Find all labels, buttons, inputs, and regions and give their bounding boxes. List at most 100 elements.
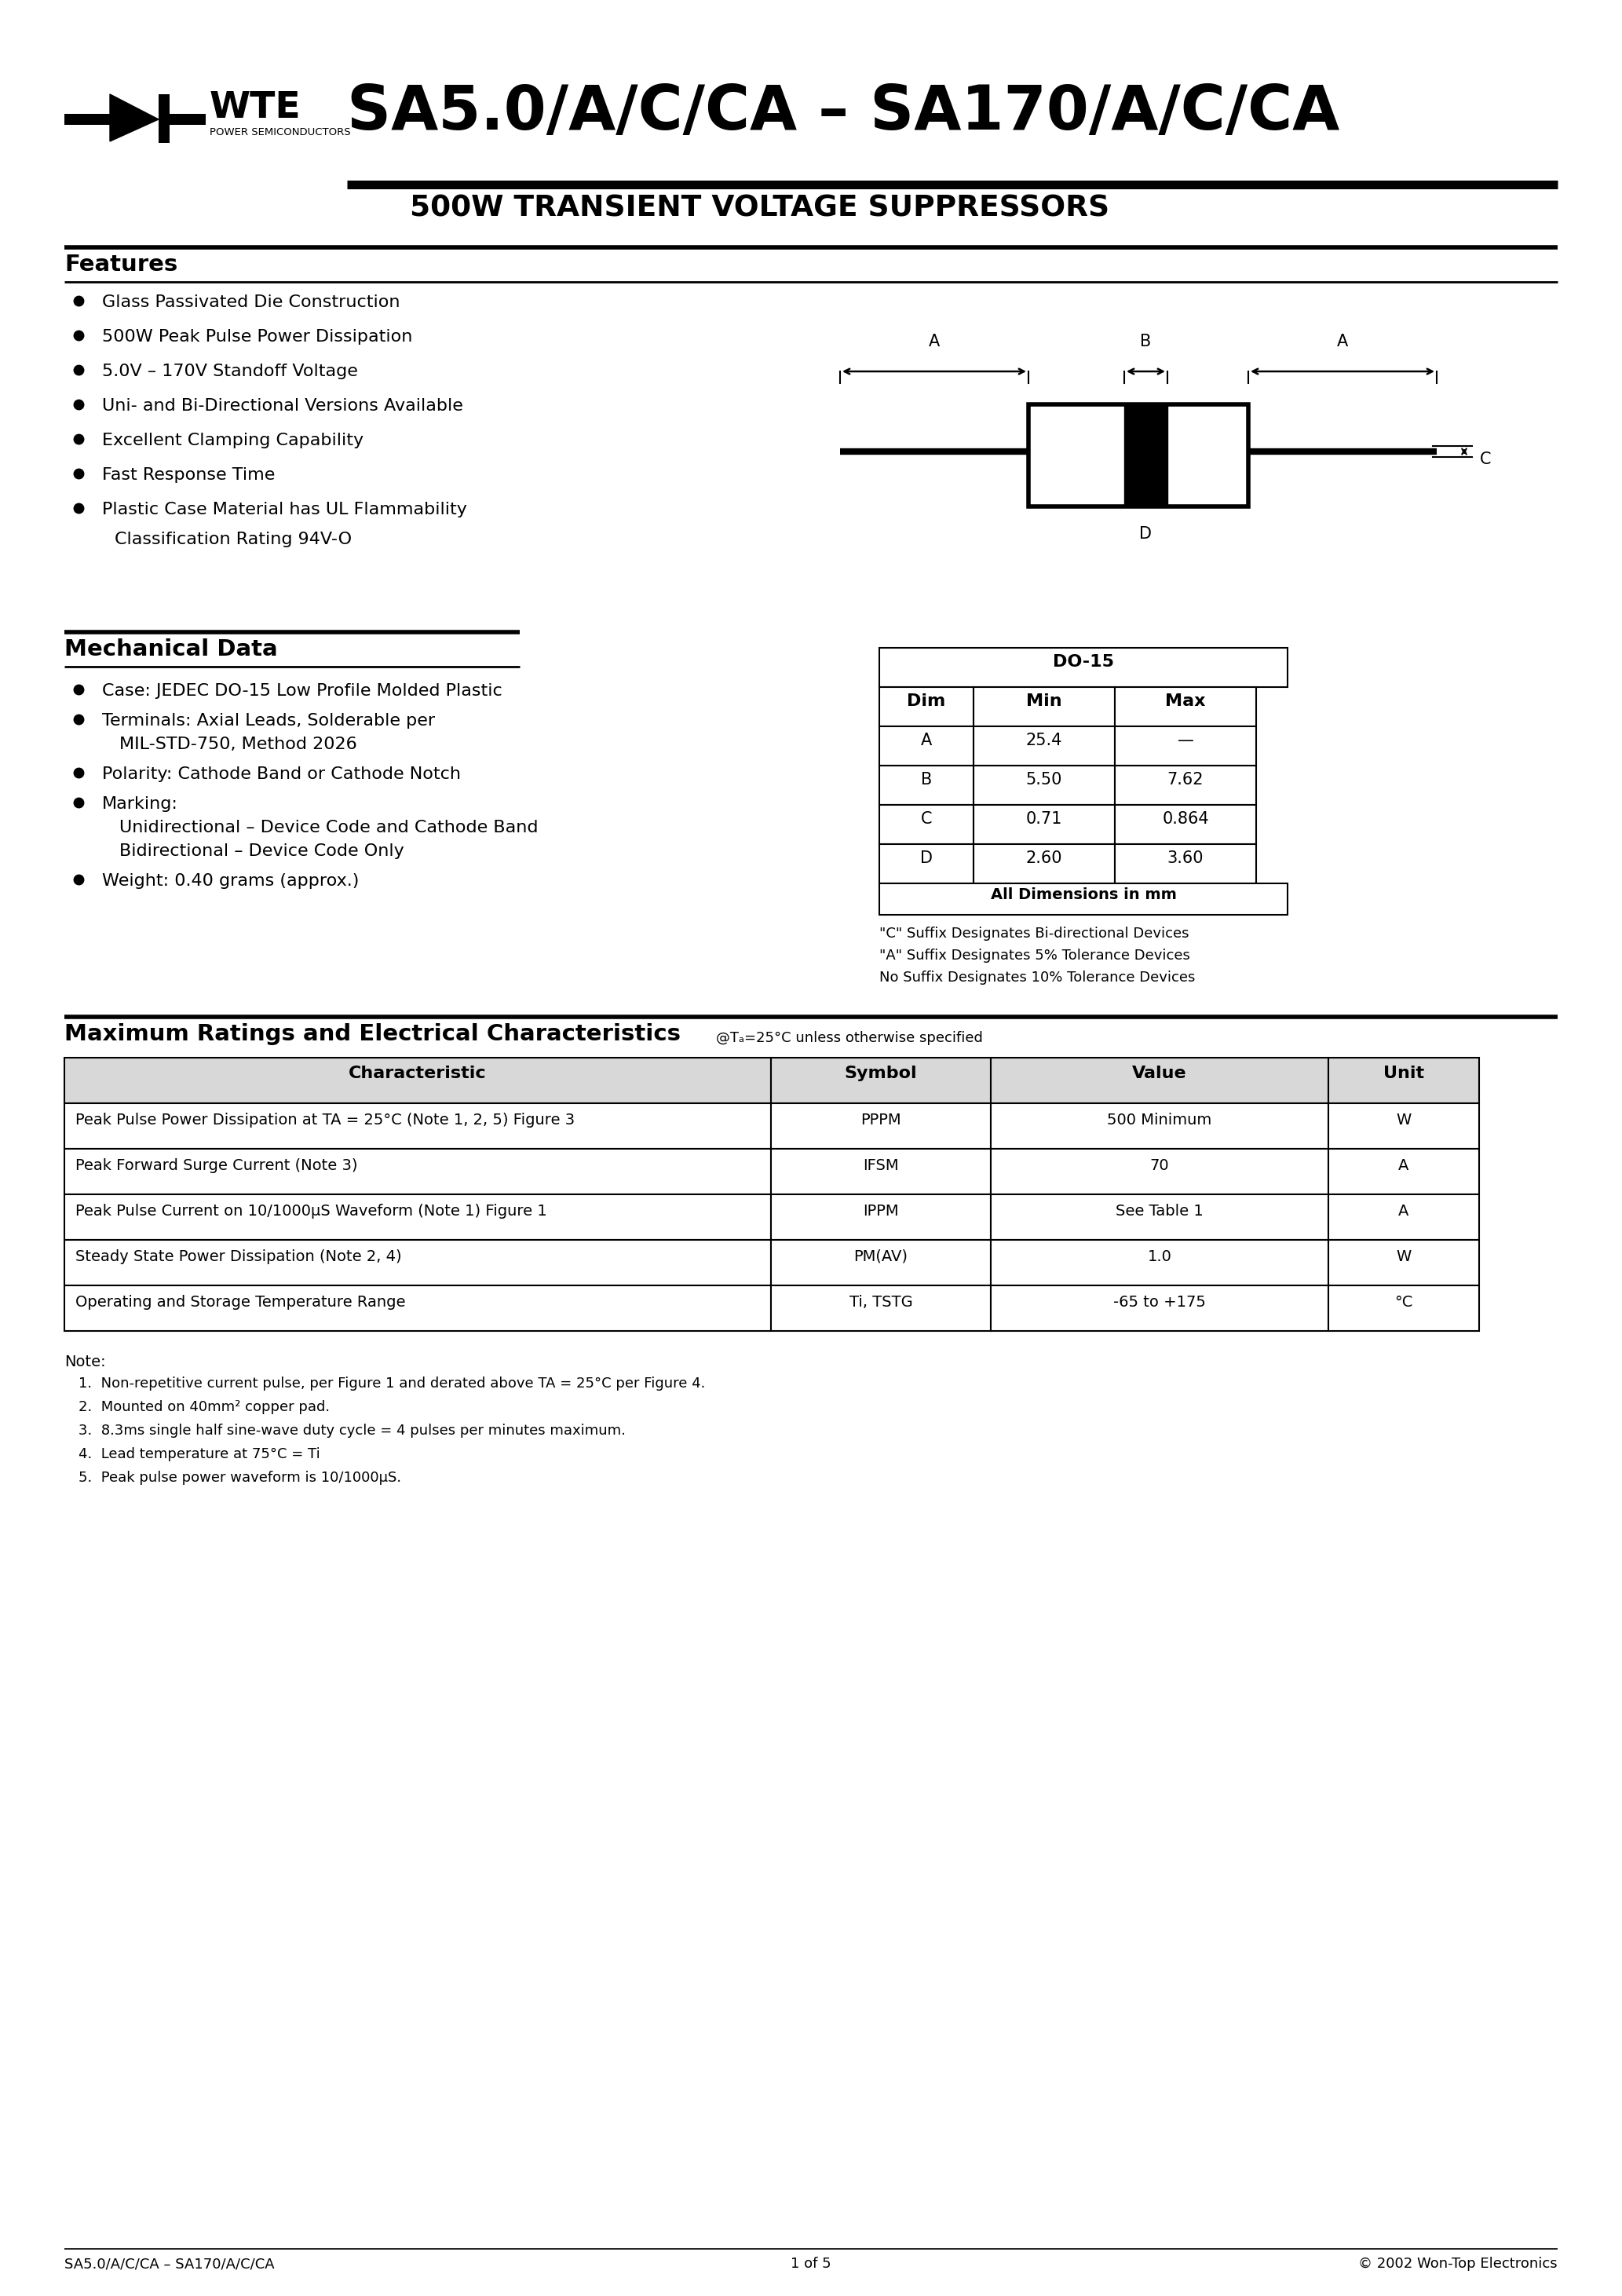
Bar [65,1104,770,1148]
Bar [1114,845,1255,884]
Polygon shape [110,94,159,142]
Text: 500 Minimum: 500 Minimum [1108,1114,1212,1127]
Text: Marking:: Marking: [102,797,178,813]
Bar [770,1194,991,1240]
Bar [65,1286,770,1332]
Text: Features: Features [65,253,178,276]
Text: 7.62: 7.62 [1168,771,1204,788]
Text: 500W TRANSIENT VOLTAGE SUPPRESSORS: 500W TRANSIENT VOLTAGE SUPPRESSORS [410,193,1109,223]
Bar [65,115,110,124]
Text: 3.  8.3ms single half sine-wave duty cycle = 4 pulses per minutes maximum.: 3. 8.3ms single half sine-wave duty cycl… [78,1424,626,1437]
Text: Uni- and Bi-Directional Versions Available: Uni- and Bi-Directional Versions Availab… [102,397,464,413]
Text: Peak Pulse Current on 10/1000μS Waveform (Note 1) Figure 1: Peak Pulse Current on 10/1000μS Waveform… [75,1203,547,1219]
Bar [991,1148,1328,1194]
Text: Note:: Note: [65,1355,105,1368]
Text: —: — [1178,732,1194,748]
Text: Terminals: Axial Leads, Solderable per: Terminals: Axial Leads, Solderable per [102,714,435,728]
Text: W: W [1397,1114,1411,1127]
Text: See Table 1: See Table 1 [1116,1203,1204,1219]
Bar [879,845,973,884]
Bar [1328,1240,1479,1286]
Text: B: B [921,771,933,788]
Text: 500W Peak Pulse Power Dissipation: 500W Peak Pulse Power Dissipation [102,328,412,344]
Bar [879,726,973,765]
Text: Excellent Clamping Capability: Excellent Clamping Capability [102,432,363,448]
Text: Operating and Storage Temperature Range: Operating and Storage Temperature Range [75,1295,406,1309]
Bar [879,687,973,726]
Text: C: C [921,810,933,827]
Bar [973,726,1114,765]
Text: 5.0V – 170V Standoff Voltage: 5.0V – 170V Standoff Voltage [102,363,358,379]
Text: A: A [921,732,933,748]
Bar [1328,1058,1479,1104]
Text: Plastic Case Material has UL Flammability: Plastic Case Material has UL Flammabilit… [102,503,467,517]
Bar [65,1240,770,1286]
Text: Bidirectional – Device Code Only: Bidirectional – Device Code Only [120,843,404,859]
Bar [973,806,1114,845]
Text: A: A [1398,1203,1410,1219]
Text: Weight: 0.40 grams (approx.): Weight: 0.40 grams (approx.) [102,872,358,889]
Text: "C" Suffix Designates Bi-directional Devices: "C" Suffix Designates Bi-directional Dev… [879,928,1189,941]
Bar [65,1058,770,1104]
Text: All Dimensions in mm: All Dimensions in mm [991,886,1176,902]
Text: IPPM: IPPM [863,1203,899,1219]
Bar [1328,1104,1479,1148]
Text: SA5.0/A/C/CA – SA170/A/C/CA: SA5.0/A/C/CA – SA170/A/C/CA [65,2257,274,2271]
Text: Peak Pulse Power Dissipation at TA = 25°C (Note 1, 2, 5) Figure 3: Peak Pulse Power Dissipation at TA = 25°… [75,1114,574,1127]
Bar [973,845,1114,884]
Bar [770,1240,991,1286]
Bar [1328,1148,1479,1194]
Text: A: A [929,333,939,349]
Bar [1114,765,1255,806]
Text: 5.50: 5.50 [1027,771,1062,788]
Text: Case: JEDEC DO-15 Low Profile Molded Plastic: Case: JEDEC DO-15 Low Profile Molded Pla… [102,684,503,698]
Bar [879,765,973,806]
Bar [1124,404,1168,507]
Text: Unit: Unit [1384,1065,1424,1081]
Text: Max: Max [1165,693,1205,709]
Text: 0.864: 0.864 [1161,810,1208,827]
Bar [770,1148,991,1194]
Text: Polarity: Cathode Band or Cathode Notch: Polarity: Cathode Band or Cathode Notch [102,767,461,783]
Text: 4.  Lead temperature at 75°C = Ti: 4. Lead temperature at 75°C = Ti [78,1446,320,1460]
Text: Glass Passivated Die Construction: Glass Passivated Die Construction [102,294,401,310]
Text: W: W [1397,1249,1411,1265]
Text: No Suffix Designates 10% Tolerance Devices: No Suffix Designates 10% Tolerance Devic… [879,971,1195,985]
Bar [1114,726,1255,765]
Bar [770,1058,991,1104]
Text: PPPM: PPPM [861,1114,902,1127]
Text: -65 to +175: -65 to +175 [1113,1295,1205,1309]
Text: A: A [1398,1157,1410,1173]
Bar [973,687,1114,726]
Text: D: D [1139,526,1152,542]
Bar [991,1058,1328,1104]
Text: °C: °C [1395,1295,1413,1309]
Text: Symbol: Symbol [845,1065,916,1081]
Text: MIL-STD-750, Method 2026: MIL-STD-750, Method 2026 [120,737,357,753]
Text: DO-15: DO-15 [1053,654,1114,670]
Bar [991,1240,1328,1286]
Text: 1 of 5: 1 of 5 [792,2257,830,2271]
Text: B: B [1140,333,1152,349]
Bar [159,94,170,142]
Bar [770,1104,991,1148]
Text: 1.0: 1.0 [1147,1249,1171,1265]
Text: IFSM: IFSM [863,1157,899,1173]
Text: D: D [920,850,933,866]
Bar [991,1286,1328,1332]
Text: Fast Response Time: Fast Response Time [102,466,276,482]
Text: 70: 70 [1150,1157,1169,1173]
Text: Characteristic: Characteristic [349,1065,487,1081]
Text: Peak Forward Surge Current (Note 3): Peak Forward Surge Current (Note 3) [75,1157,357,1173]
Text: 0.71: 0.71 [1027,810,1062,827]
Bar [1028,404,1249,507]
Text: Ti, TSTG: Ti, TSTG [850,1295,913,1309]
Text: Unidirectional – Device Code and Cathode Band: Unidirectional – Device Code and Cathode… [120,820,539,836]
Text: © 2002 Won-Top Electronics: © 2002 Won-Top Electronics [1359,2257,1557,2271]
Bar [973,765,1114,806]
Text: SA5.0/A/C/CA – SA170/A/C/CA: SA5.0/A/C/CA – SA170/A/C/CA [347,83,1340,142]
Text: 2.60: 2.60 [1027,850,1062,866]
Text: Classification Rating 94V-O: Classification Rating 94V-O [115,533,352,546]
Text: 2.  Mounted on 40mm² copper pad.: 2. Mounted on 40mm² copper pad. [78,1401,329,1414]
Text: Mechanical Data: Mechanical Data [65,638,277,661]
